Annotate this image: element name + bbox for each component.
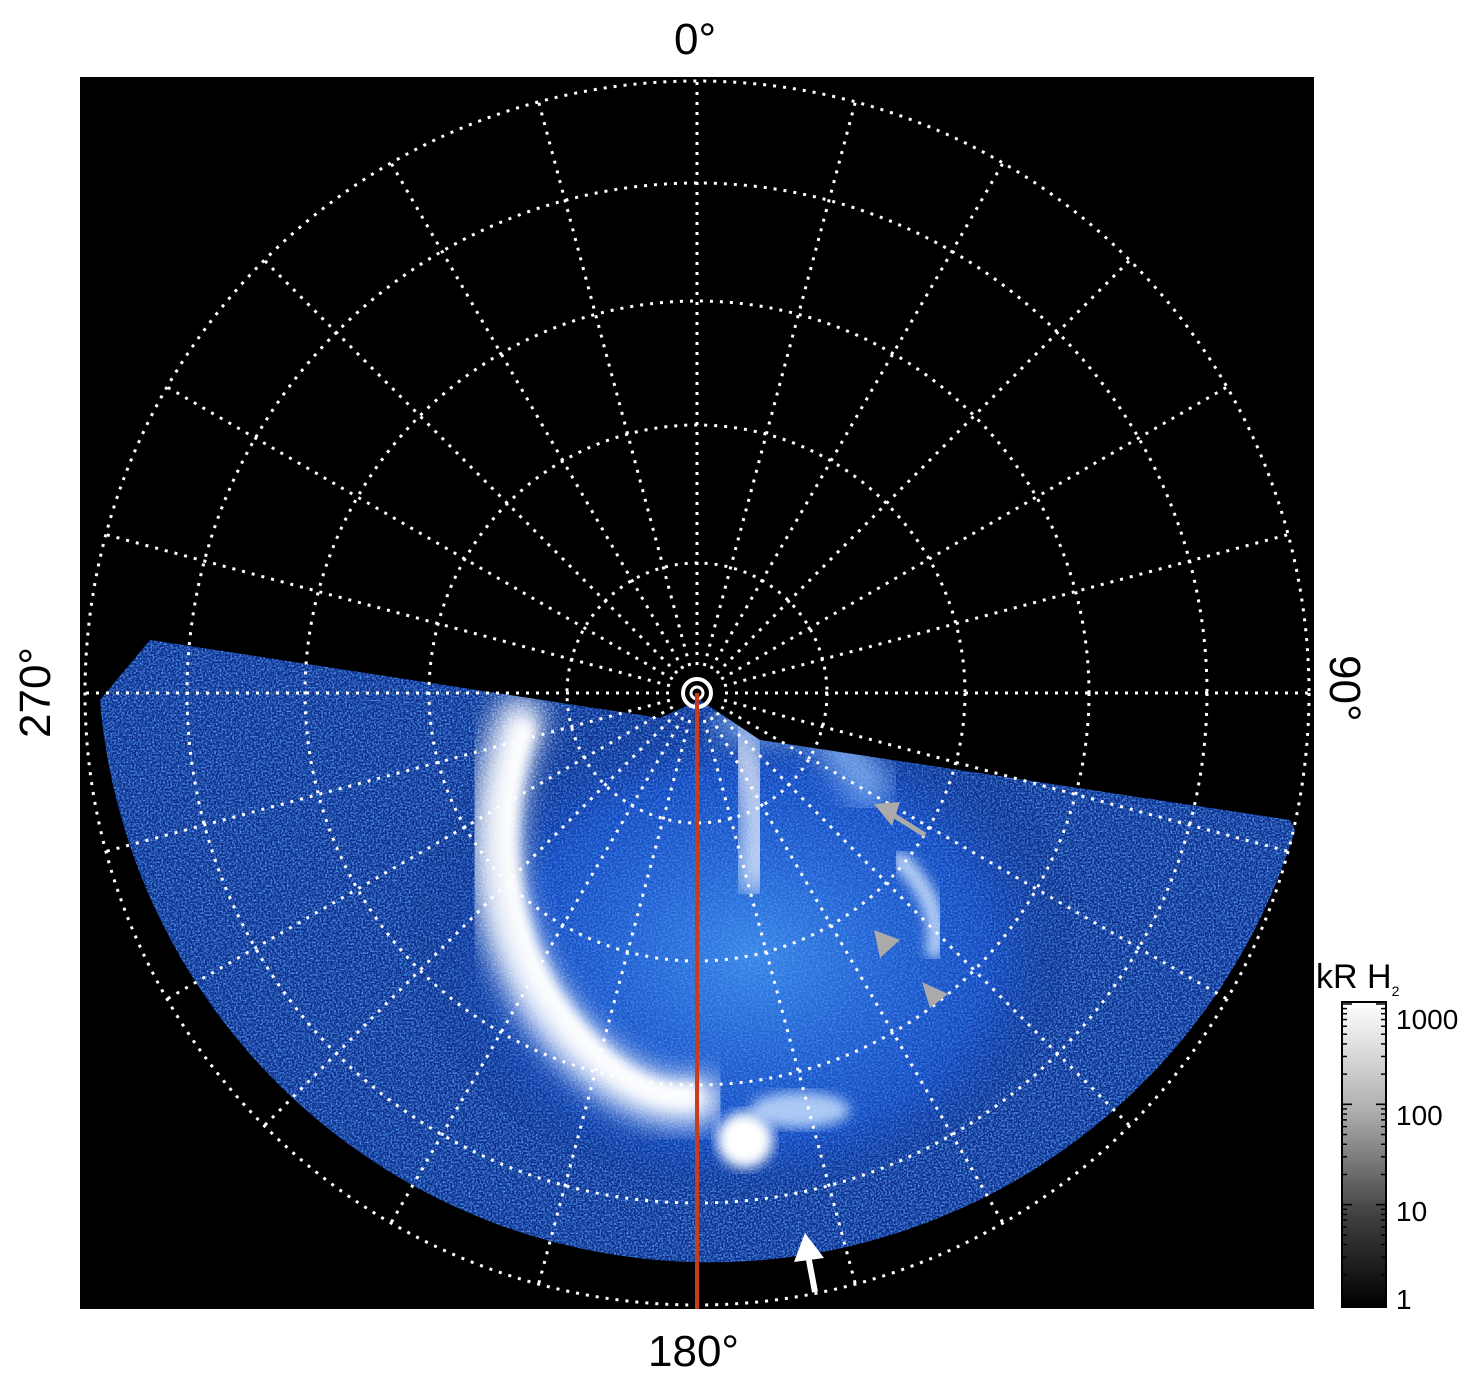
longitude-gridline [263,711,679,1127]
longitude-gridline [702,719,857,1285]
longitude-gridline [105,698,671,853]
longitude-label-0: 0° [674,15,717,64]
longitude-gridline [723,698,1289,853]
longitude-gridline [389,162,685,670]
colorbar [1341,1001,1387,1308]
longitude-gridline [263,259,679,675]
longitude-gridline [709,716,1005,1224]
longitude-gridline [715,259,1131,675]
gray-arrow-upper [874,802,927,838]
longitude-gridline [720,705,1228,1001]
longitude-label-180: 180° [648,1327,740,1376]
longitude-gridline [537,719,692,1285]
longitude-gridline [537,101,692,667]
colorbar-title: kR H2 [1316,958,1400,999]
longitude-gridline [702,101,857,667]
longitude-gridline [720,385,1228,681]
gray-arrowhead-middle [874,930,900,958]
longitude-gridline [389,716,685,1224]
longitude-gridline [166,385,674,681]
longitude-gridline [723,533,1289,688]
white-arrow-bottom [794,1233,824,1293]
colorbar-tick-100: 100 [1396,1100,1443,1131]
colorbar-tick-1: 1 [1396,1284,1412,1315]
longitude-gridline [709,162,1005,670]
longitude-gridline [166,705,674,1001]
colorbar-tick-10: 10 [1396,1196,1428,1227]
longitude-gridline [715,711,1131,1127]
gray-arrowhead-lower [922,982,948,1008]
colorbar-tick-1000: 1000 [1396,1004,1459,1035]
longitude-gridline [105,533,671,688]
